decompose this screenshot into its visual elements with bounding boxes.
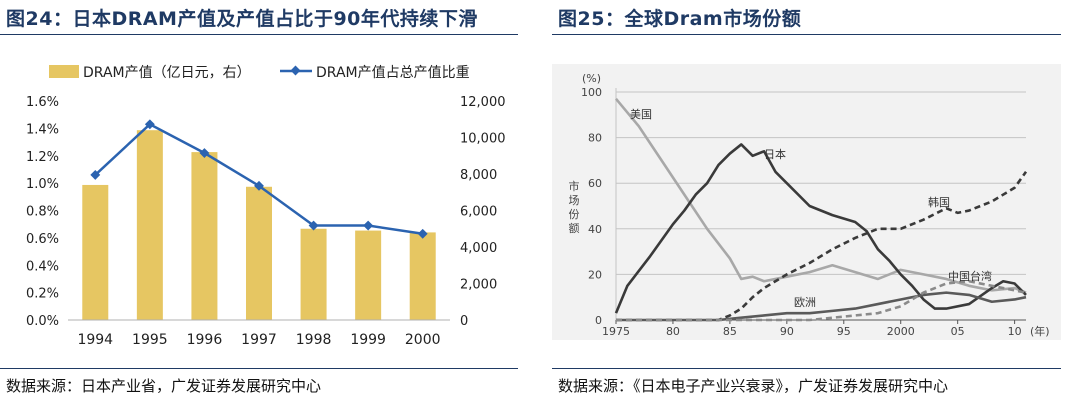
line-series-0 (615, 98, 1027, 294)
right-figure-title: 图25：全球Dram市场份额 (558, 8, 802, 30)
x-tick-label-2000: 2000 (405, 332, 441, 348)
x-tick-label: 90 (780, 325, 794, 338)
y-tick-label: 80 (588, 132, 602, 145)
x-tick-label: 2000 (887, 325, 915, 338)
y-right-tick-label: 12,000 (460, 95, 506, 110)
series-label-0: 美国 (630, 108, 652, 121)
y-right-tick-label: 8,000 (460, 168, 497, 183)
line-series-1 (614, 143, 1027, 314)
point-dram-share-1996 (199, 148, 210, 158)
y-left-tick-label: 0.8% (26, 205, 59, 220)
right-title-rule (552, 34, 1061, 35)
y-tick-label: 60 (588, 177, 602, 190)
x-tick-label-1998: 1998 (296, 332, 332, 348)
y-left-tick-label: 0.6% (26, 232, 59, 247)
x-tick-label: 80 (666, 325, 680, 338)
point-dram-share-1998 (308, 220, 319, 231)
y-right-tick-label: 0 (460, 314, 468, 329)
y-left-tick-label: 1.0% (26, 177, 59, 192)
y-left-tick-label: 0.4% (26, 259, 59, 274)
x-tick-label: 85 (723, 325, 737, 338)
y-tick-label: 0 (595, 314, 602, 327)
left-source-rule (0, 368, 518, 369)
series-label-4: 中国台湾 (948, 269, 992, 283)
x-tick-label: 05 (951, 325, 965, 338)
dram-output-chart: DRAM产值（亿日元，右） DRAM产值占总产值比重 0.0% 0.2% 0.4% 0.6… (26, 65, 506, 348)
point-dram-share-2000 (417, 228, 428, 239)
global-dram-share-chart: 0 20 40 60 80 100(%) 市场份额 1975 80 85 90 95 2000 05 10 (… (552, 64, 1061, 340)
series-label-1: 日本 (764, 147, 786, 161)
legend-label-dram-share: DRAM产值占总产值比重 (316, 65, 470, 81)
line-series-2 (616, 171, 1028, 322)
series-label-3: 欧洲 (794, 296, 816, 309)
line-series-4 (616, 279, 1027, 322)
y-left-tick-label: 1.6% (26, 95, 59, 110)
y-unit-label: (%) (582, 72, 601, 85)
bar-1995 (136, 130, 163, 320)
bar-1998 (300, 228, 327, 320)
y-axis-title-char: 额 (569, 222, 580, 235)
left-figure-title: 图24：日本DRAM产值及产值占比于90年代持续下滑 (6, 8, 478, 30)
bar-1994 (82, 184, 109, 320)
y-axis-title-char: 场 (569, 193, 580, 207)
x-tick-label: 10 (1008, 325, 1022, 338)
y-tick-label: 40 (588, 223, 602, 236)
bar-1996 (191, 152, 218, 320)
x-tick-label-1996: 1996 (187, 332, 223, 348)
y-right-tick-label: 10,000 (460, 132, 506, 147)
y-left-tick-label: 0.2% (26, 287, 59, 302)
x-tick-label-1994: 1994 (77, 332, 113, 348)
y-left-tick-label: 1.2% (26, 150, 59, 165)
y-axis-title-char: 市 (569, 179, 580, 193)
y-right-tick-label: 4,000 (460, 241, 497, 256)
point-dram-share-1995 (144, 119, 155, 130)
left-source-note: 数据来源：日本产业省，广发证券发展研究中心 (6, 377, 322, 395)
y-right-tick-label: 2,000 (460, 278, 497, 293)
line-series-3 (616, 291, 1027, 322)
legend-marker-dram-share (290, 65, 301, 76)
x-tick-label-1999: 1999 (350, 332, 386, 348)
right-source-note: 数据来源：《日本电子产业兴衰录》，广发证券发展研究中心 (558, 377, 949, 395)
x-tick-label-1997: 1997 (241, 332, 277, 348)
legend-label-dram-output: DRAM产值（亿日元，右） (83, 65, 251, 81)
x-tick-label-1995: 1995 (132, 332, 168, 348)
bar-1997 (246, 186, 272, 320)
right-source-rule (552, 368, 1061, 369)
legend-swatch-dram-output (49, 65, 79, 78)
y-axis-title-char: 份 (569, 208, 580, 221)
x-tick-label: 1975 (602, 325, 630, 338)
left-panel: 图24：日本DRAM产值及产值占比于90年代持续下滑 DRAM产值（亿日元，右）… (0, 0, 524, 406)
right-panel: 图25：全球Dram市场份额 0 20 40 60 80 100 (%) 市场份额 1975 80… (552, 0, 1067, 406)
point-dram-share-1999 (363, 220, 374, 231)
y-left-tick-label: 0.0% (26, 314, 59, 329)
bar-2000 (409, 232, 436, 320)
point-dram-share-1997 (254, 180, 264, 191)
x-tick-label: 95 (837, 325, 851, 338)
left-title-rule (0, 34, 518, 35)
series-label-2: 韩国 (928, 195, 950, 209)
x-unit-label: (年) (1030, 324, 1050, 338)
bar-1999 (355, 230, 382, 320)
y-tick-label: 100 (581, 86, 602, 99)
y-right-tick-label: 6,000 (460, 205, 497, 220)
y-left-tick-label: 1.4% (26, 122, 59, 137)
point-dram-share-1994 (90, 169, 101, 180)
y-tick-label: 20 (588, 268, 602, 281)
